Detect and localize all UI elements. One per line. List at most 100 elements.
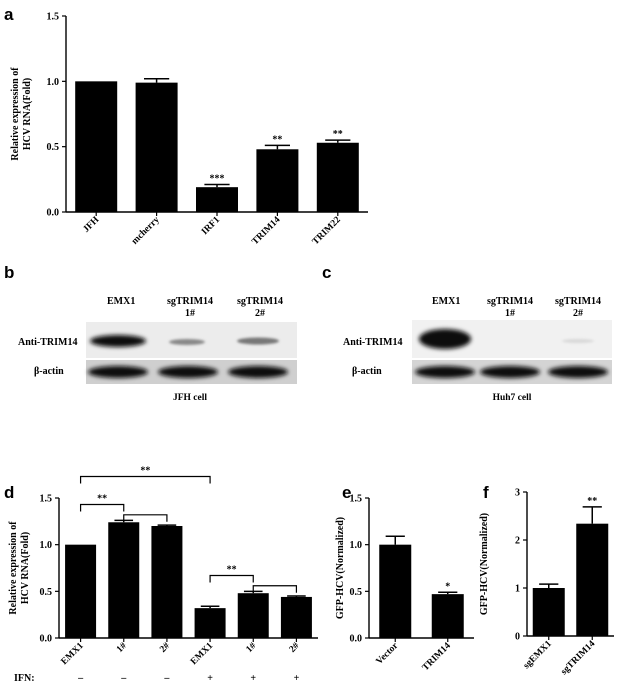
ifn-value: + [294, 673, 300, 684]
category-label: 1# [115, 641, 129, 655]
blot-c-lane3-label: sgTRIM14 [555, 296, 601, 307]
blot-b: EMX1 sgTRIM14 1# sgTRIM14 2# Anti-TRIM14… [18, 296, 297, 403]
significance-bracket [123, 514, 168, 522]
bar [135, 82, 178, 212]
y-tick-label: 3 [515, 488, 520, 499]
blot-c-actin-1 [415, 366, 475, 378]
blot-b-row1-label: Anti-TRIM14 [18, 337, 77, 348]
blot-c-lane2-label: sgTRIM14 [487, 296, 533, 307]
panel-label-b: b [4, 263, 14, 282]
significance-bracket [79, 475, 211, 484]
blot-b-lane2-label: sgTRIM14 [167, 296, 213, 307]
significance-bracket [79, 503, 125, 512]
blot-c-band-emx1 [419, 329, 471, 349]
y-axis-label: HCV RNA(Fold) [20, 532, 31, 604]
panel-label-c: c [322, 263, 331, 282]
blot-c-band-sg2 [562, 339, 594, 343]
category-label: EMX1 [189, 641, 215, 667]
bracket-label: ** [227, 564, 237, 575]
y-tick-label: 0.5 [47, 142, 60, 153]
blot-c-caption: Huh7 cell [493, 393, 532, 403]
y-tick-label: 2 [515, 536, 520, 547]
category-label: 2# [288, 641, 302, 655]
y-tick-label: 1.5 [40, 494, 53, 505]
blot-c: EMX1 sgTRIM14 1# sgTRIM14 2# Anti-TRIM14… [343, 296, 612, 403]
significance-mark: *** [210, 174, 225, 185]
y-axis-label: HCV RNA(Fold) [22, 78, 33, 150]
y-tick-label: 0.5 [40, 587, 53, 598]
bar [576, 523, 609, 636]
y-tick-label: 1.0 [47, 77, 60, 88]
panel-label-e: e [342, 483, 351, 502]
panel-label-a: a [4, 5, 14, 24]
bracket-label: ** [97, 494, 107, 505]
blot-b-actin-3 [228, 366, 288, 378]
ifn-value: – [77, 673, 84, 684]
blot-b-band-emx1 [90, 335, 146, 347]
y-tick-label: 0.0 [47, 208, 60, 219]
y-axis-label: Relative expression of [8, 521, 19, 615]
blot-c-lane3-sub: 2# [573, 308, 583, 319]
bar [379, 544, 412, 638]
category-label: mcherry [130, 215, 162, 247]
bar [108, 522, 140, 638]
blot-b-row2-label: β-actin [34, 366, 64, 377]
blot-b-caption: JFH cell [173, 393, 207, 403]
significance-mark: * [445, 581, 450, 592]
category-label: 2# [158, 641, 172, 655]
bar [256, 149, 299, 212]
blot-c-lane2-sub: 1# [505, 308, 515, 319]
significance-bracket [252, 585, 298, 593]
category-label: IRF1 [200, 215, 222, 237]
category-label: sgEMX1 [522, 639, 554, 671]
ifn-value: + [207, 673, 213, 684]
category-label: JFH [82, 215, 102, 235]
ifn-value: + [250, 673, 256, 684]
blot-b-lane1-label: EMX1 [107, 296, 135, 307]
bar [431, 594, 464, 638]
significance-mark: ** [272, 134, 282, 145]
ifn-value: – [120, 673, 127, 684]
bar [194, 608, 226, 638]
ifn-label: IFN: [14, 673, 35, 684]
bar [196, 187, 238, 212]
y-tick-label: 1.5 [350, 494, 363, 505]
blot-b-actin-2 [158, 366, 218, 378]
blot-c-actin-2 [480, 366, 540, 378]
y-tick-label: 1.5 [47, 12, 60, 23]
y-tick-label: 1 [515, 584, 520, 595]
y-tick-label: 0.0 [350, 634, 363, 645]
bar [75, 81, 118, 212]
bar [237, 593, 269, 638]
panel-label-d: d [4, 483, 14, 502]
category-label: 1# [245, 641, 259, 655]
blot-c-actin-3 [548, 366, 608, 378]
y-tick-label: 0.0 [40, 634, 53, 645]
bar [280, 596, 312, 638]
y-axis-label: Relative expression of [10, 67, 21, 161]
chart-e: 0.0 0.5 1.0 1.5 GFP-HCV(Normalized) Vector * TR… [335, 494, 474, 673]
y-axis-label: GFP-HCV(Normalized) [479, 513, 490, 615]
significance-mark: ** [333, 129, 343, 140]
ifn-value: – [163, 673, 170, 684]
blot-c-row1-label: Anti-TRIM14 [343, 337, 402, 348]
y-axis-label: GFP-HCV(Normalized) [335, 517, 346, 619]
bar [316, 142, 359, 212]
category-label: TRIM14 [421, 641, 453, 673]
blot-b-lane3-sub: 2# [255, 308, 265, 319]
category-label: Vector [375, 641, 401, 667]
chart-a: 0.0 0.5 1.0 1.5 Relative expression of HCV RN… [10, 12, 368, 247]
bar [65, 544, 97, 638]
bar [532, 588, 565, 636]
panel-label-f: f [483, 483, 489, 502]
y-tick-label: 0 [515, 632, 520, 643]
blot-b-lane2-sub: 1# [185, 308, 195, 319]
y-tick-label: 1.0 [350, 540, 363, 551]
y-tick-label: 1.0 [40, 540, 53, 551]
bracket-label: ** [140, 466, 150, 477]
blot-b-band-sg2 [237, 337, 279, 345]
blot-b-band-sg1 [169, 339, 205, 345]
chart-d: 0.0 0.5 1.0 1.5 Relative expression of HCV RN… [8, 466, 318, 684]
blot-b-lane3-label: sgTRIM14 [237, 296, 283, 307]
